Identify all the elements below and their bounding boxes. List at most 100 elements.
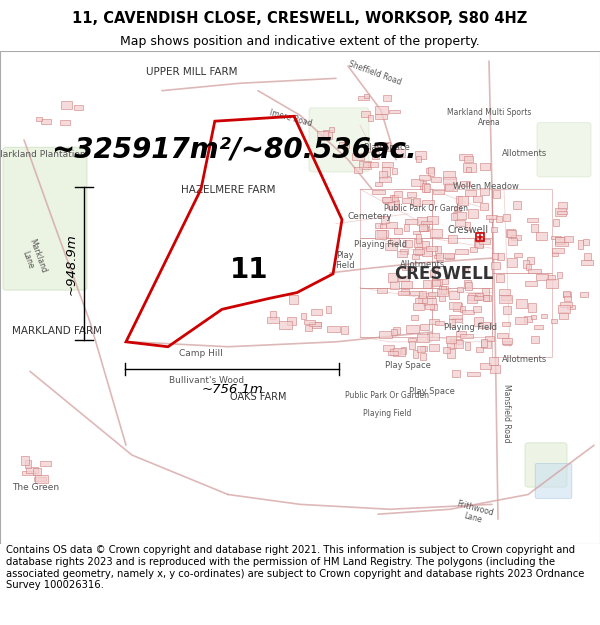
Bar [493, 190, 500, 198]
Bar [445, 183, 457, 191]
Bar [418, 296, 427, 303]
Bar [454, 207, 461, 211]
Bar [431, 177, 441, 181]
Bar [388, 351, 398, 356]
Text: Imere Road: Imere Road [269, 107, 313, 127]
Bar [394, 191, 402, 197]
Bar [393, 149, 405, 158]
Bar [484, 296, 491, 301]
Bar [514, 253, 522, 258]
Bar [452, 318, 462, 322]
Bar [383, 345, 394, 351]
Bar [312, 322, 320, 328]
Bar [506, 258, 517, 267]
Bar [401, 347, 406, 354]
Bar [392, 195, 398, 201]
Bar [385, 243, 397, 250]
Bar [490, 366, 500, 373]
Bar [437, 289, 448, 296]
Bar [527, 217, 538, 222]
Bar [497, 333, 508, 338]
Text: Bullivant's Wood: Bullivant's Wood [169, 376, 245, 385]
Text: Public Park Or Garden: Public Park Or Garden [384, 204, 468, 213]
Bar [401, 289, 409, 294]
Bar [499, 289, 510, 294]
Bar [422, 222, 429, 231]
Text: Frithwood
Lane: Frithwood Lane [453, 499, 495, 528]
Text: Mansfield Road: Mansfield Road [503, 384, 511, 442]
Bar [412, 199, 419, 205]
Bar [580, 292, 588, 297]
Bar [368, 115, 373, 121]
Bar [475, 242, 483, 248]
Bar [476, 348, 484, 352]
Bar [506, 229, 515, 237]
Bar [462, 310, 473, 314]
Bar [496, 216, 502, 222]
Bar [422, 199, 434, 204]
Bar [383, 95, 391, 101]
Bar [379, 177, 391, 182]
Bar [304, 320, 315, 324]
Text: Allotments: Allotments [502, 354, 548, 364]
Bar [553, 219, 559, 226]
Bar [513, 201, 521, 209]
Bar [422, 183, 429, 192]
Bar [485, 336, 494, 341]
Bar [398, 276, 409, 281]
Bar [413, 350, 418, 358]
Bar [423, 293, 435, 298]
Bar [404, 224, 409, 231]
Bar [455, 220, 466, 226]
Bar [527, 257, 535, 264]
Bar [418, 346, 425, 352]
Text: MARKLAND FARM: MARKLAND FARM [12, 326, 102, 336]
Bar [382, 168, 390, 176]
Bar [372, 151, 379, 159]
Text: ~756.1m: ~756.1m [202, 382, 263, 396]
Bar [470, 248, 477, 252]
Bar [364, 94, 369, 98]
Bar [465, 342, 470, 350]
Bar [452, 370, 460, 378]
Bar [376, 114, 386, 119]
Bar [412, 254, 419, 259]
Bar [517, 299, 527, 308]
Bar [420, 346, 427, 351]
Bar [443, 177, 456, 184]
Bar [411, 315, 418, 320]
Bar [487, 215, 497, 219]
Bar [528, 303, 536, 312]
Bar [403, 266, 412, 270]
Bar [474, 317, 482, 326]
Bar [432, 279, 442, 285]
Bar [449, 302, 461, 309]
Bar [536, 231, 547, 239]
Bar [467, 294, 477, 303]
Bar [413, 231, 420, 234]
Bar [435, 246, 440, 255]
Bar [407, 192, 416, 197]
Bar [375, 182, 382, 186]
Bar [434, 254, 440, 258]
Bar [524, 316, 532, 322]
Bar [484, 295, 489, 301]
Bar [563, 291, 570, 297]
Bar [324, 131, 329, 139]
Bar [397, 251, 407, 257]
Bar [555, 237, 565, 244]
Bar [560, 302, 572, 307]
Bar [36, 117, 41, 121]
Bar [428, 168, 434, 176]
Bar [430, 344, 439, 351]
Bar [393, 348, 404, 356]
Bar [311, 309, 322, 316]
Bar [267, 317, 278, 324]
Bar [390, 195, 397, 199]
Bar [473, 196, 482, 202]
Bar [455, 249, 468, 254]
Text: 11: 11 [230, 256, 268, 284]
Text: OAKS FARM: OAKS FARM [230, 392, 286, 402]
Bar [439, 286, 448, 292]
Bar [22, 471, 35, 475]
